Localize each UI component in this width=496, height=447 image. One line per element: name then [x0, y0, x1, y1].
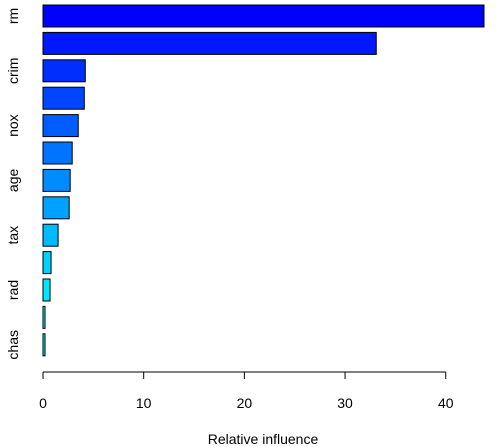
bars-group: [42, 4, 485, 357]
y-tick-label-age: age: [5, 169, 21, 193]
bar-black: [42, 196, 70, 220]
bar-rm: [42, 4, 485, 28]
y-tick-label-nox: nox: [5, 114, 21, 137]
y-tick-label-rm: rm: [5, 8, 21, 24]
x-axis: 0 10 20 30 40: [39, 371, 454, 411]
bar-chas: [42, 333, 46, 357]
bar-zn: [42, 305, 46, 329]
bar-nox: [42, 114, 79, 138]
bar-dis: [42, 86, 85, 110]
y-tick-label-crim: crim: [5, 58, 21, 84]
bar-lstat: [42, 31, 377, 55]
y-tick-label-rad: rad: [5, 280, 21, 300]
bar-age: [42, 168, 71, 192]
y-tick-label-tax: tax: [5, 226, 21, 245]
bar-rad: [42, 278, 51, 302]
y-tick-label-chas: chas: [5, 330, 21, 360]
bar-crim: [42, 59, 86, 83]
y-tick-labels: rm crim nox age tax rad chas: [5, 8, 21, 360]
bar-tax: [42, 223, 59, 247]
x-tick-label-30: 30: [337, 395, 353, 411]
bar-indus: [42, 251, 52, 275]
bar-ptratio: [42, 141, 73, 165]
x-tick-label-40: 40: [438, 395, 454, 411]
x-tick-label-20: 20: [237, 395, 253, 411]
x-tick-label-0: 0: [39, 395, 47, 411]
x-axis-title: Relative influence: [208, 431, 319, 447]
x-tick-label-10: 10: [136, 395, 152, 411]
